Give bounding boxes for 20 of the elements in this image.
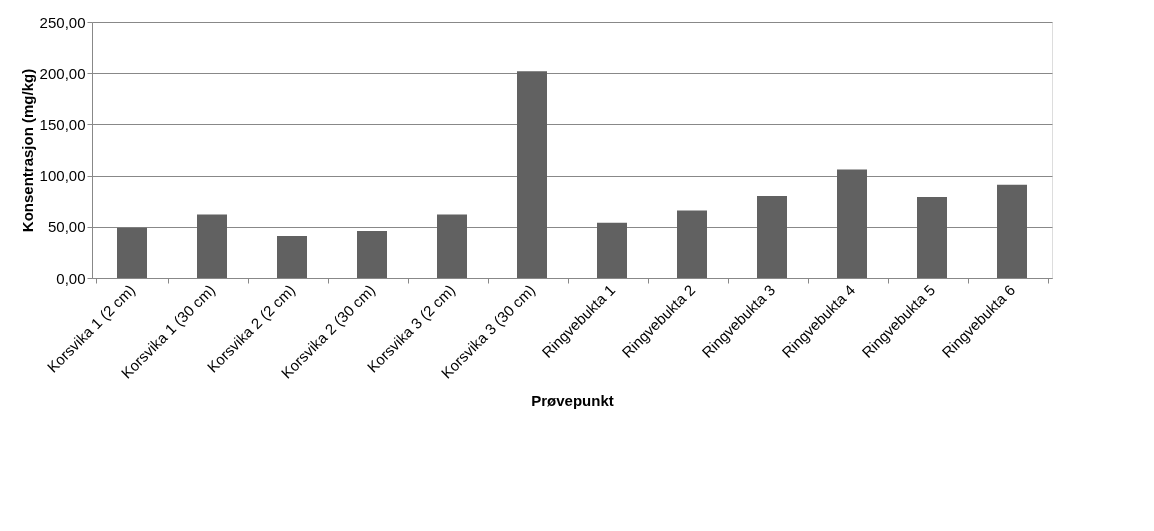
y-tick-label: 100,00 xyxy=(39,167,86,185)
y-tick-label: 200,00 xyxy=(39,64,86,82)
x-axis-title: Prøvepunkt xyxy=(531,391,614,409)
bar xyxy=(517,71,547,278)
y-axis-title: Konsentrasjon (mg/kg) xyxy=(18,68,36,233)
bar xyxy=(117,227,147,278)
bar xyxy=(357,230,387,278)
bar xyxy=(437,214,467,278)
y-tick-label: 250,00 xyxy=(39,13,86,31)
y-tick-label: 0,00 xyxy=(56,269,86,287)
bar xyxy=(757,196,787,278)
bar xyxy=(917,197,947,278)
y-tick-label: 50,00 xyxy=(47,218,86,236)
bar xyxy=(277,236,307,278)
bar xyxy=(837,169,867,278)
y-tick-label: 150,00 xyxy=(39,115,86,133)
bar xyxy=(197,214,227,278)
bar xyxy=(997,184,1027,278)
bar xyxy=(597,222,627,278)
bar xyxy=(677,210,707,278)
